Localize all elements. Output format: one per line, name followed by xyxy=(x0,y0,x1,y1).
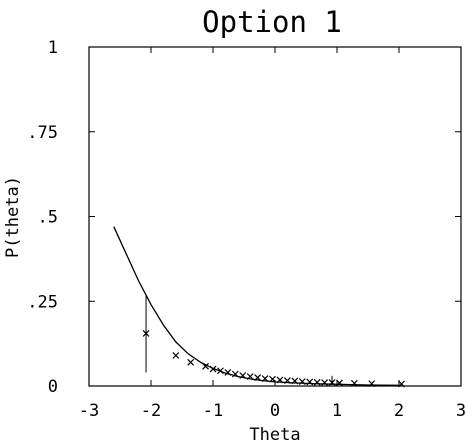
y-tick-label: 1 xyxy=(48,38,58,58)
data-point xyxy=(398,380,405,388)
data-point xyxy=(239,372,247,379)
data-point xyxy=(313,378,321,386)
y-tick-label: .5 xyxy=(38,208,58,228)
data-point xyxy=(202,362,209,370)
chart-title: Option 1 xyxy=(202,5,342,39)
data-point xyxy=(368,380,376,388)
data-point xyxy=(142,330,150,337)
x-tick-label: 1 xyxy=(332,401,342,421)
x-tick-label: 3 xyxy=(456,401,466,421)
data-point xyxy=(291,377,299,385)
y-tick-label: .75 xyxy=(27,123,58,143)
data-point xyxy=(261,375,269,382)
axis-ticks xyxy=(88,46,462,387)
x-tick-label: -1 xyxy=(203,401,223,421)
data-point xyxy=(283,377,291,385)
data-point xyxy=(306,378,314,386)
y-tick-label: 0 xyxy=(48,377,58,397)
x-tick-label: -2 xyxy=(141,401,161,421)
y-axis-label: P(theta) xyxy=(3,176,23,258)
x-tick-label: -3 xyxy=(79,401,99,421)
data-point xyxy=(269,375,276,383)
data-point xyxy=(224,369,232,376)
observed-points xyxy=(142,330,405,388)
data-point xyxy=(298,378,306,386)
x-tick-label: 0 xyxy=(270,401,280,421)
data-point xyxy=(217,367,224,375)
data-point xyxy=(231,370,239,378)
y-tick-label: .25 xyxy=(27,292,58,312)
data-point xyxy=(254,374,262,381)
data-point xyxy=(209,365,217,373)
data-point xyxy=(321,379,329,387)
x-axis-label: Theta xyxy=(249,425,300,445)
model-curve xyxy=(113,226,400,386)
data-point xyxy=(328,379,336,387)
error-bars xyxy=(145,296,333,385)
data-point xyxy=(350,379,358,387)
x-tick-label: 2 xyxy=(394,401,404,421)
data-point xyxy=(172,352,180,359)
data-point xyxy=(246,373,254,380)
data-point xyxy=(336,379,343,387)
data-point xyxy=(187,358,195,366)
x-tick-labels: -3 -2 -1 0 1 2 3 xyxy=(79,401,466,421)
data-point xyxy=(276,376,284,384)
y-tick-labels: 0 .25 .5 .75 1 xyxy=(27,38,58,397)
